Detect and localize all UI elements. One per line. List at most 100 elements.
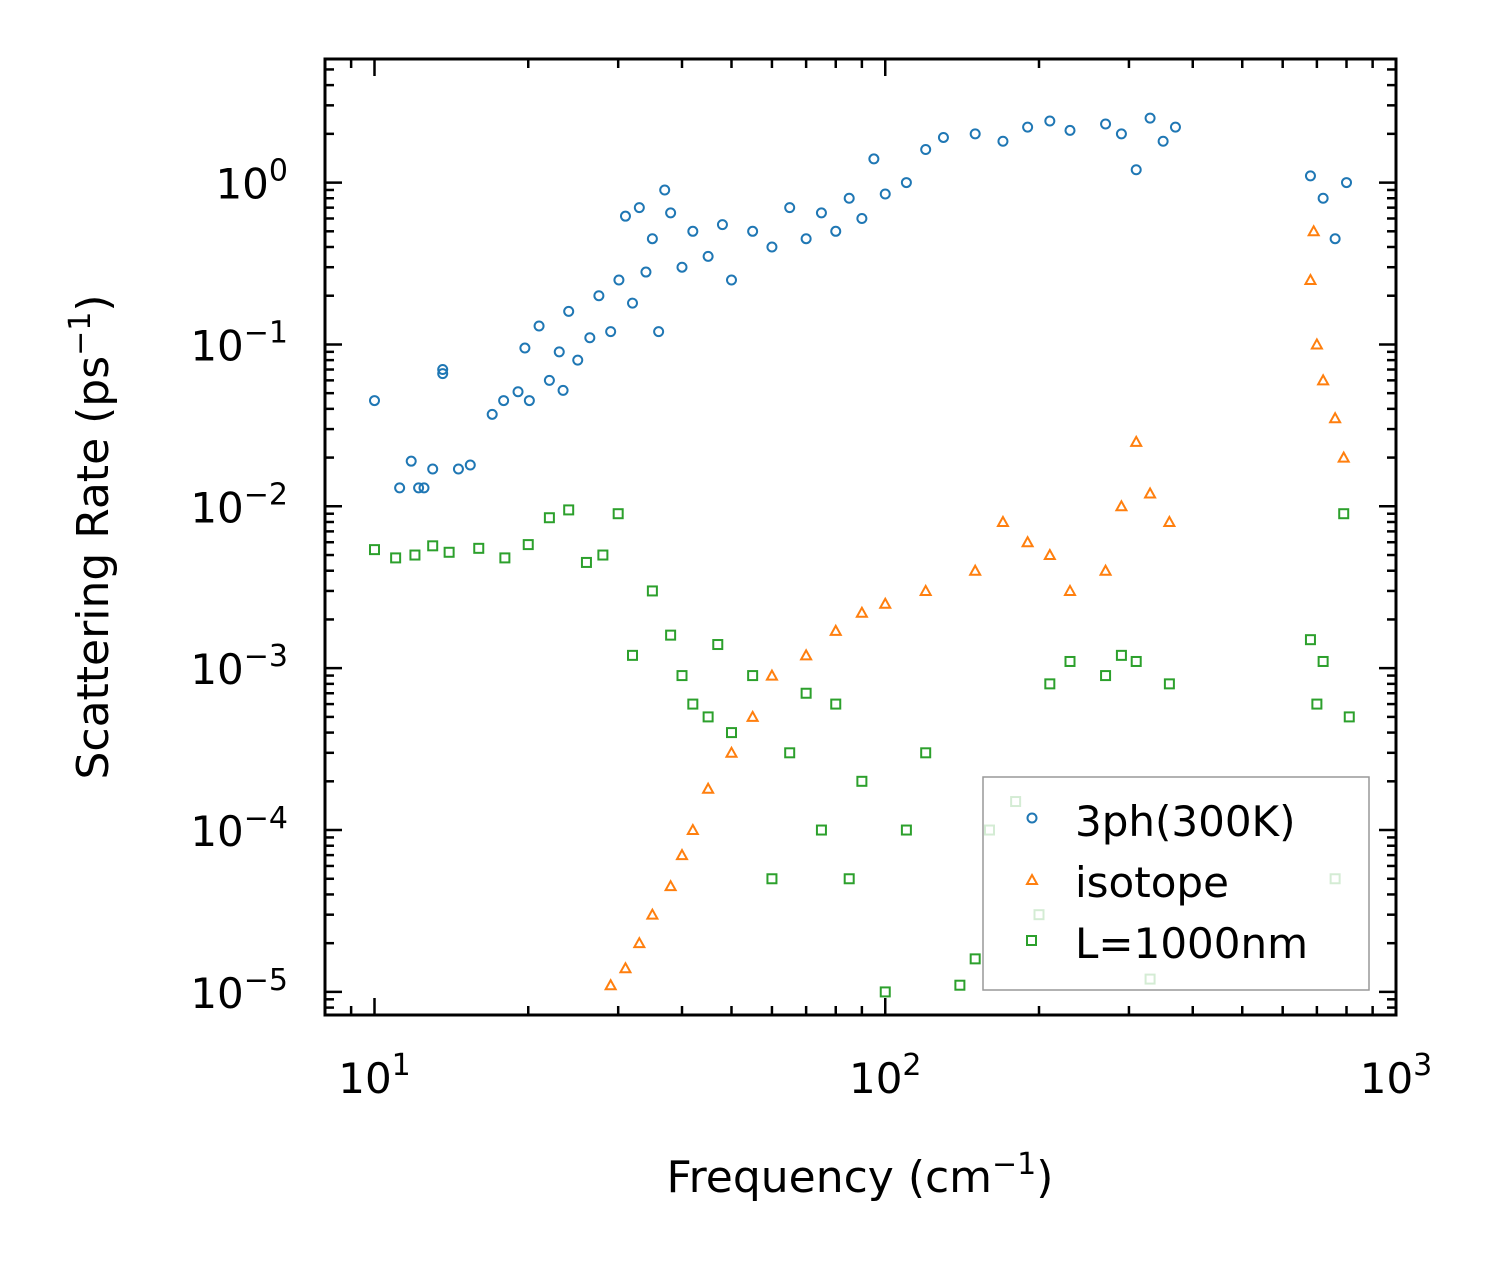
- data-point-circle: [519, 342, 531, 354]
- data-point-square: [843, 873, 855, 885]
- data-point-triangle: [878, 596, 892, 609]
- data-point-triangle: [1310, 337, 1324, 350]
- data-point-triangle: [1063, 583, 1077, 596]
- data-point-circle: [879, 188, 891, 200]
- data-point-circle: [405, 455, 417, 467]
- data-point-triangle: [745, 709, 760, 722]
- data-point-circle: [1304, 170, 1316, 182]
- data-point-triangle: [829, 623, 843, 636]
- data-point-square: [1317, 655, 1329, 667]
- data-point-circle: [486, 408, 498, 420]
- data-point-circle: [725, 274, 737, 286]
- legend-marker-isotope: [1025, 872, 1039, 885]
- data-point-square: [443, 546, 455, 558]
- y-tick-label-base: 10: [190, 807, 243, 856]
- data-point-circle: [464, 459, 476, 471]
- data-point-square: [499, 552, 511, 564]
- data-point-square: [563, 504, 575, 516]
- data-point-square: [725, 727, 737, 739]
- x-tick-label-exp: 1: [392, 1048, 411, 1083]
- legend-label-isotope: isotope: [1075, 858, 1229, 907]
- data-point-triangle: [918, 583, 933, 596]
- y-tick-label-base: 10: [190, 321, 243, 370]
- legend: 3ph(300K) isotope L=1000nm: [982, 776, 1370, 991]
- data-point-circle: [900, 177, 912, 189]
- data-point-triangle: [603, 978, 618, 991]
- data-point-square: [543, 512, 555, 524]
- data-point-circle: [1100, 118, 1112, 130]
- data-point-circle: [627, 297, 639, 309]
- y-axis-title-tail: ): [68, 294, 119, 311]
- x-tick-label-base: 10: [1360, 1054, 1413, 1103]
- data-point-square: [627, 649, 639, 661]
- x-tick-label: 103: [1360, 1048, 1433, 1103]
- data-point-square: [920, 747, 932, 759]
- data-point-circle: [613, 274, 625, 286]
- data-point-square: [747, 670, 759, 682]
- data-point-triangle: [968, 563, 982, 576]
- legend-label-l1000: L=1000nm: [1075, 919, 1308, 968]
- data-point-circle: [368, 395, 380, 407]
- data-point-circle: [553, 346, 565, 358]
- x-tick-label-exp: 2: [902, 1048, 921, 1083]
- data-point-circle: [533, 320, 545, 332]
- data-point-circle: [543, 374, 555, 386]
- data-point-circle: [437, 368, 449, 380]
- data-point-square: [612, 508, 624, 520]
- data-point-triangle: [1316, 373, 1330, 386]
- data-point-circle: [512, 386, 524, 398]
- data-point-triangle: [1143, 486, 1157, 499]
- data-point-square: [427, 540, 439, 552]
- data-point-triangle: [1098, 563, 1113, 576]
- data-point-circle: [937, 131, 949, 143]
- y-tick-label: 100: [215, 154, 288, 209]
- data-point-triangle: [799, 648, 813, 661]
- data-point-triangle: [645, 907, 660, 920]
- data-point-circle: [716, 219, 728, 231]
- data-point-circle: [687, 225, 699, 237]
- data-point-square: [712, 639, 724, 651]
- data-point-circle: [605, 326, 617, 338]
- legend-label-3ph: 3ph(300K): [1075, 797, 1295, 846]
- data-point-circle: [1157, 135, 1169, 147]
- x-axis-title: Frequency (cm−1): [667, 1147, 1054, 1203]
- data-point-triangle: [1043, 547, 1057, 561]
- y-tick-label: 10−3: [190, 639, 288, 694]
- data-point-circle: [868, 153, 880, 165]
- data-point-circle: [1044, 115, 1056, 127]
- data-point-triangle: [1328, 411, 1342, 424]
- legend-marker-3ph: [1026, 812, 1038, 824]
- data-point-square: [1064, 655, 1076, 667]
- data-point-circle: [640, 266, 652, 278]
- data-point-square: [390, 552, 402, 564]
- data-point-square: [815, 824, 827, 836]
- data-point-circle: [815, 207, 827, 219]
- data-point-square: [702, 711, 714, 723]
- data-point-circle: [1317, 192, 1329, 204]
- data-point-circle: [584, 332, 596, 344]
- data-point-square: [665, 629, 677, 641]
- data-point-circle: [427, 463, 439, 475]
- data-point-square: [687, 698, 699, 710]
- data-point-triangle: [1337, 450, 1351, 463]
- data-point-triangle: [675, 848, 689, 861]
- plot-frame: [323, 57, 1398, 1017]
- y-axis-title-sup: −1: [63, 312, 98, 356]
- data-point-square: [1130, 655, 1142, 667]
- data-point-circle: [1144, 112, 1156, 124]
- data-point-square: [1163, 678, 1175, 690]
- data-point-circle: [1329, 233, 1341, 245]
- data-point-triangle: [1114, 499, 1129, 512]
- data-point-triangle: [1303, 272, 1318, 286]
- data-point-circle: [563, 305, 575, 317]
- data-point-triangle: [618, 961, 633, 974]
- data-point-circle: [452, 463, 464, 475]
- data-point-triangle: [663, 879, 678, 892]
- y-axis-title-text: Scattering Rate (ps: [68, 356, 119, 780]
- data-point-square: [969, 953, 981, 965]
- data-point-circle: [653, 326, 665, 338]
- data-point-square: [1311, 698, 1323, 710]
- data-point-circle: [1115, 128, 1127, 140]
